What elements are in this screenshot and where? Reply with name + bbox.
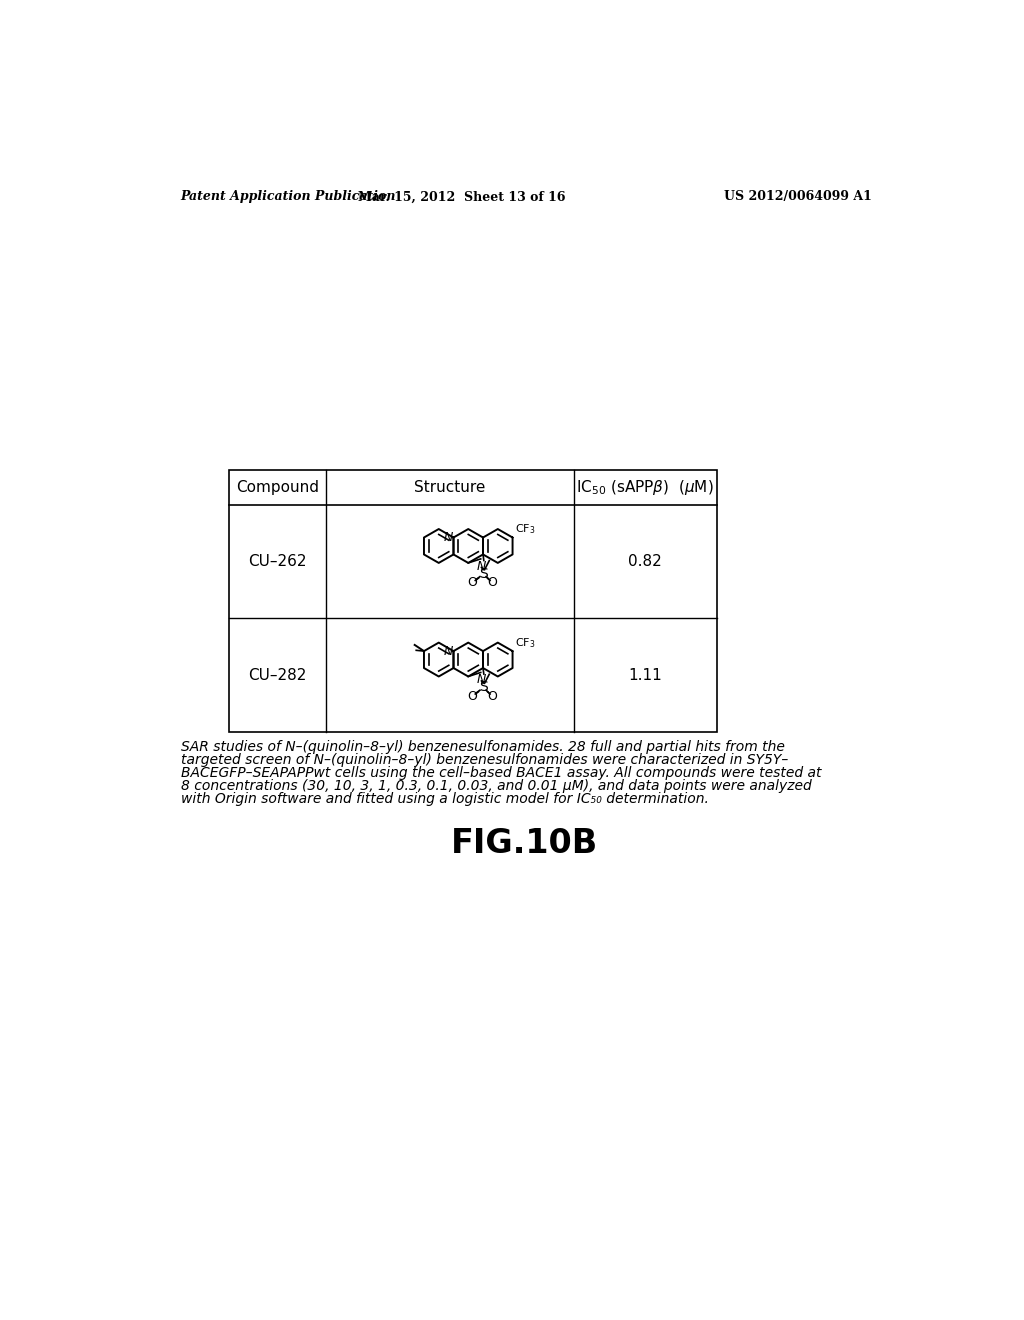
Text: O: O <box>487 577 498 589</box>
Text: Structure: Structure <box>414 480 485 495</box>
Text: 8 concentrations (30, 10, 3, 1, 0.3, 0.1, 0.03, and 0.01 μM), and data points we: 8 concentrations (30, 10, 3, 1, 0.3, 0.1… <box>180 779 811 793</box>
Text: Patent Application Publication: Patent Application Publication <box>180 190 396 203</box>
Text: 0.82: 0.82 <box>629 554 663 569</box>
Text: targeted screen of N–(quinolin–8–yl) benzenesulfonamides were characterized in S: targeted screen of N–(quinolin–8–yl) ben… <box>180 752 788 767</box>
Text: O: O <box>487 690 498 702</box>
Text: CU–282: CU–282 <box>248 668 306 682</box>
Text: O: O <box>467 690 477 702</box>
Text: N: N <box>443 531 453 544</box>
Text: N: N <box>477 673 486 686</box>
Text: IC$_{50}$ (sAPP$\beta$)  ($\mu$M): IC$_{50}$ (sAPP$\beta$) ($\mu$M) <box>577 478 714 498</box>
Text: CF$_3$: CF$_3$ <box>515 636 536 649</box>
Text: O: O <box>467 577 477 589</box>
Bar <box>228 470 717 733</box>
Text: CF$_3$: CF$_3$ <box>515 523 536 536</box>
Text: FIG.10B: FIG.10B <box>452 828 598 861</box>
Text: SAR studies of N–(quinolin–8–yl) benzenesulfonamides. 28 full and partial hits f: SAR studies of N–(quinolin–8–yl) benzene… <box>180 739 784 754</box>
Text: N: N <box>477 560 486 573</box>
Text: with Origin software and fitted using a logistic model for IC₅₀ determination.: with Origin software and fitted using a … <box>180 792 709 807</box>
Text: S: S <box>478 566 487 581</box>
Text: CU–262: CU–262 <box>248 554 306 569</box>
Text: BACEGFP–SEAPAPPwt cells using the cell–based BACE1 assay. All compounds were tes: BACEGFP–SEAPAPPwt cells using the cell–b… <box>180 766 821 780</box>
Text: Mar. 15, 2012  Sheet 13 of 16: Mar. 15, 2012 Sheet 13 of 16 <box>357 190 565 203</box>
Text: 1.11: 1.11 <box>629 668 663 682</box>
Text: S: S <box>478 680 487 694</box>
Text: US 2012/0064099 A1: US 2012/0064099 A1 <box>724 190 872 203</box>
Text: Compound: Compound <box>236 480 318 495</box>
Text: N: N <box>443 644 453 657</box>
